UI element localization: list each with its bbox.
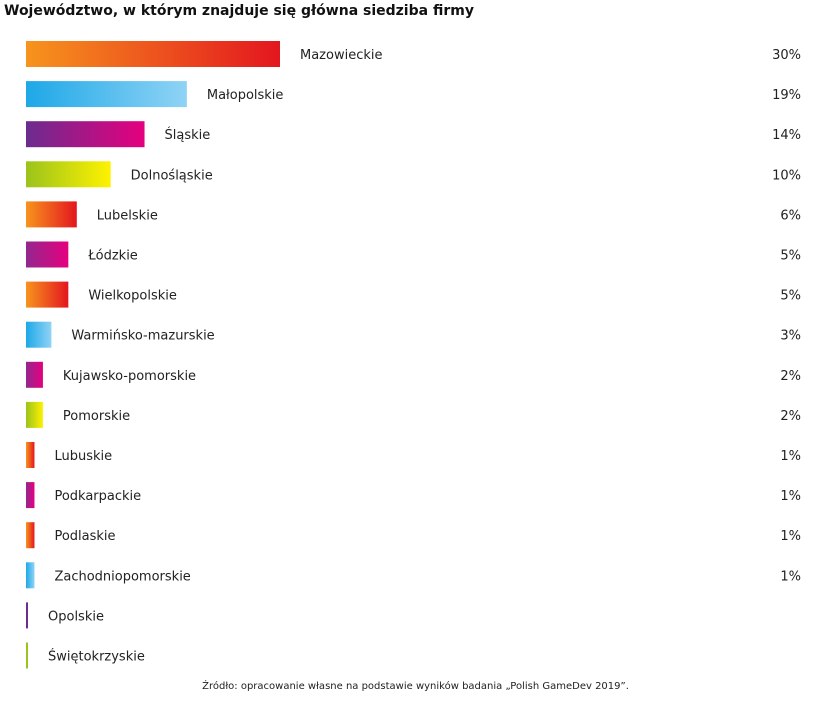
category-label: Lubuskie xyxy=(54,449,112,464)
value-label: 3% xyxy=(780,329,801,344)
bar-2 xyxy=(26,121,145,148)
category-label: Mazowieckie xyxy=(300,48,383,63)
value-label: 2% xyxy=(780,369,801,384)
value-label: 10% xyxy=(772,168,801,183)
value-label: 5% xyxy=(780,249,801,264)
bar-10 xyxy=(26,442,35,468)
bar-13 xyxy=(26,562,35,589)
bar-12 xyxy=(26,522,35,549)
value-label: 2% xyxy=(780,409,801,424)
category-label: Dolnośląskie xyxy=(131,168,213,183)
bar-15 xyxy=(26,642,28,669)
value-label: 5% xyxy=(780,289,801,304)
bar-1 xyxy=(26,81,187,108)
bar-0 xyxy=(26,41,280,67)
category-label: Świętokrzyskie xyxy=(48,649,145,665)
bar-chart: Mazowieckie 30% Małopolskie 19% Śląskie 14% Do… xyxy=(26,41,801,669)
bar-7 xyxy=(26,321,52,348)
value-label: 6% xyxy=(780,208,801,223)
category-label: Zachodniopomorskie xyxy=(54,569,190,584)
value-label: 1% xyxy=(780,529,801,544)
bar-5 xyxy=(26,241,69,268)
category-label: Pomorskie xyxy=(63,409,130,424)
category-label: Małopolskie xyxy=(207,88,284,103)
chart-title: Województwo, w którym znajduje się główn… xyxy=(4,3,474,19)
value-label: 30% xyxy=(772,48,801,63)
value-label: 1% xyxy=(780,489,801,504)
bar-3 xyxy=(26,161,111,188)
category-label: Podkarpackie xyxy=(54,489,141,504)
category-label: Podlaskie xyxy=(54,529,115,544)
source-note: Źródło: opracowanie własne na podstawie … xyxy=(202,681,629,692)
bar-14 xyxy=(26,602,28,629)
value-label: 1% xyxy=(780,569,801,584)
category-label: Wielkopolskie xyxy=(88,289,177,304)
bar-6 xyxy=(26,281,69,308)
bar-8 xyxy=(26,361,43,388)
value-label: 19% xyxy=(772,88,801,103)
bar-4 xyxy=(26,201,77,228)
bar-9 xyxy=(26,401,43,428)
bar-11 xyxy=(26,482,35,509)
category-label: Lubelskie xyxy=(97,208,158,223)
category-label: Kujawsko-pomorskie xyxy=(63,369,196,384)
category-label: Warmińsko-mazurskie xyxy=(71,329,214,344)
value-label: 1% xyxy=(780,449,801,464)
category-label: Śląskie xyxy=(165,127,211,143)
value-label: 14% xyxy=(772,128,801,143)
category-label: Opolskie xyxy=(48,609,104,624)
category-label: Łódzkie xyxy=(87,249,137,264)
